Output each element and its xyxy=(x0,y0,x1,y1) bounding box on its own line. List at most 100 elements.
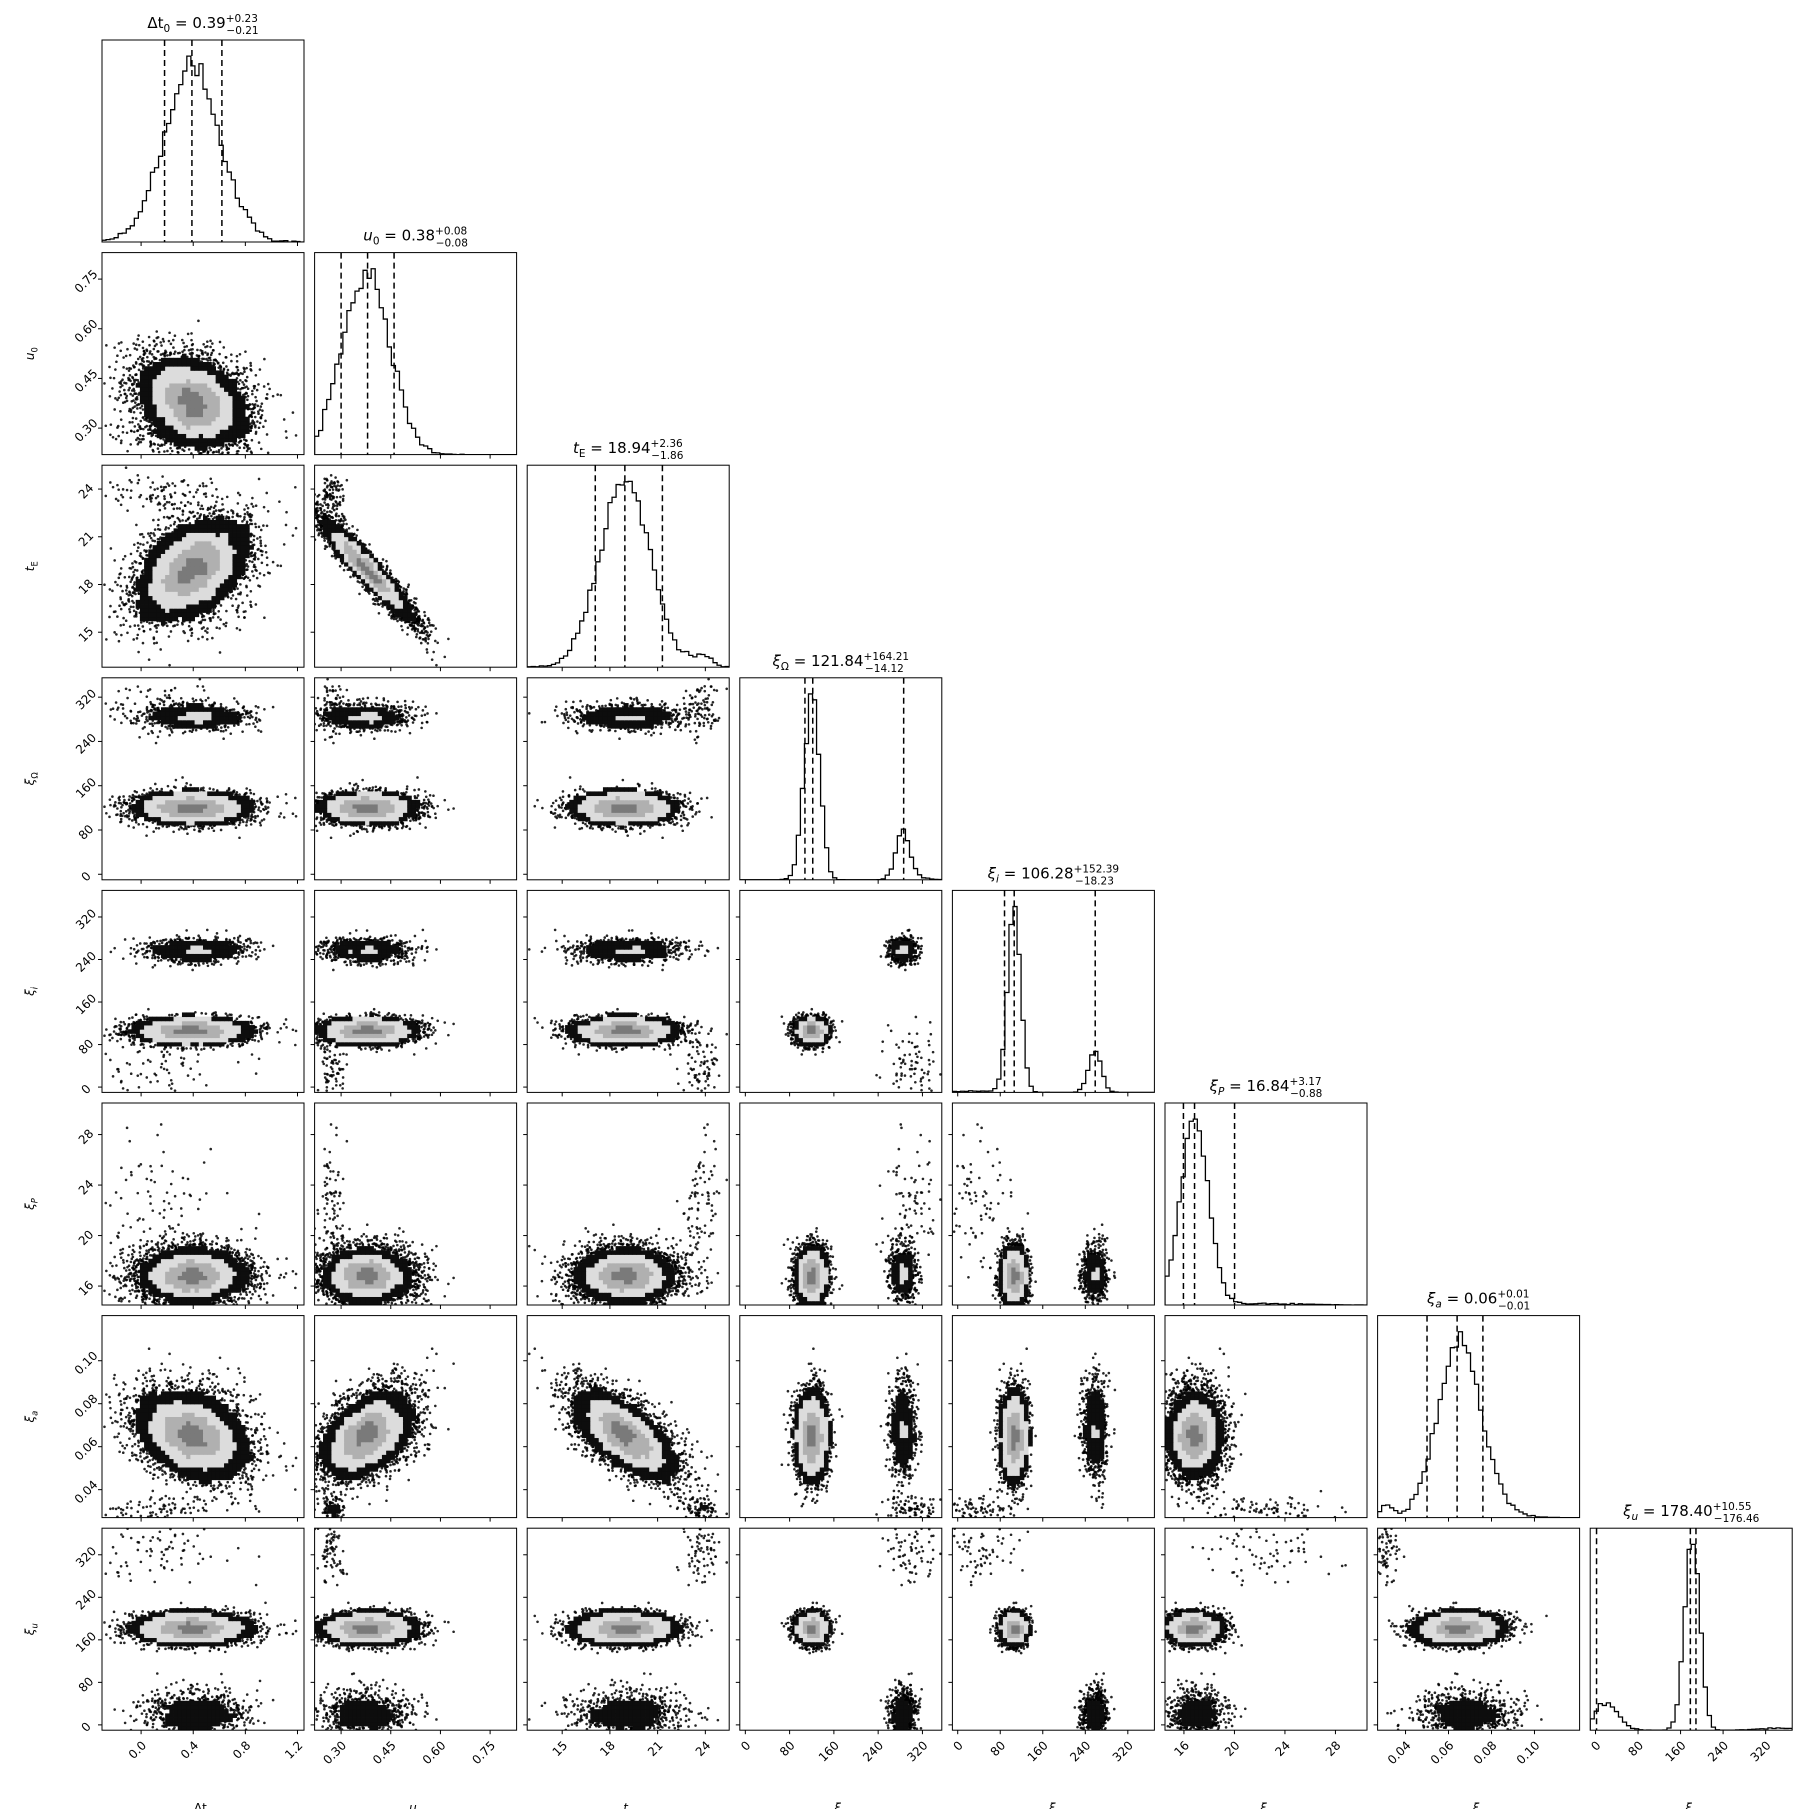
sample-point xyxy=(127,824,130,828)
density-cell xyxy=(348,540,353,546)
sample-point xyxy=(128,386,131,390)
sample-point xyxy=(172,346,175,349)
density-cell xyxy=(169,812,174,818)
density-cell xyxy=(148,391,153,397)
sample-point xyxy=(447,808,450,811)
sample-point xyxy=(413,608,416,612)
density-cell xyxy=(215,812,221,818)
sample-point xyxy=(374,597,378,600)
density-cell xyxy=(352,557,358,563)
sample-point xyxy=(122,623,125,627)
sample-point xyxy=(152,442,156,445)
sample-point xyxy=(415,796,419,800)
density-cell xyxy=(194,812,200,818)
sample-point xyxy=(127,575,131,579)
sample-point xyxy=(339,688,342,691)
sample-point xyxy=(282,816,286,819)
sample-point xyxy=(258,421,262,425)
density-cell xyxy=(348,719,353,725)
sample-point xyxy=(244,610,247,613)
sample-point xyxy=(279,812,283,815)
density-cell xyxy=(331,532,337,538)
density-cell xyxy=(165,583,170,588)
density-cell xyxy=(615,820,621,826)
sample-point xyxy=(319,503,322,506)
density-cell xyxy=(165,812,170,818)
density-cell xyxy=(177,791,183,797)
sample-point xyxy=(149,700,152,704)
density-cell xyxy=(365,812,370,818)
sample-point xyxy=(114,368,117,371)
sample-point xyxy=(703,700,706,704)
sample-point xyxy=(369,702,373,706)
density-cell xyxy=(377,583,383,588)
density-cell xyxy=(323,532,328,538)
sample-point xyxy=(570,706,573,709)
density-cell xyxy=(236,549,242,554)
density-cell xyxy=(139,616,145,622)
sample-point xyxy=(215,450,218,453)
density-cell xyxy=(224,812,229,818)
sample-point xyxy=(120,721,123,725)
density-cell xyxy=(194,391,200,397)
sample-point xyxy=(696,717,699,721)
density-cell xyxy=(411,808,416,813)
sample-point xyxy=(241,372,244,376)
density-cell xyxy=(139,395,145,401)
density-cell xyxy=(407,808,412,813)
sample-point xyxy=(160,724,164,728)
density-cell xyxy=(173,599,179,605)
sample-point xyxy=(132,387,135,391)
sample-point xyxy=(203,618,207,622)
sample-point xyxy=(636,782,640,786)
sample-point xyxy=(170,503,174,506)
density-cell xyxy=(232,553,238,559)
sample-point xyxy=(418,636,422,639)
density-cell xyxy=(156,587,162,592)
density-cell xyxy=(339,532,345,538)
density-cell xyxy=(232,383,238,388)
sample-point xyxy=(407,705,411,709)
sample-point xyxy=(138,438,141,441)
density-cell xyxy=(224,399,229,405)
density-cell xyxy=(369,799,374,805)
sample-point xyxy=(211,616,215,619)
sample-point xyxy=(120,805,123,809)
sample-point xyxy=(399,714,402,717)
density-cell xyxy=(148,608,153,613)
sample-point xyxy=(142,427,145,431)
density-cell xyxy=(181,583,187,588)
sample-point xyxy=(251,392,254,396)
sample-point xyxy=(145,359,149,363)
density-cell xyxy=(207,545,212,550)
density-cell xyxy=(139,591,145,597)
density-cell xyxy=(144,404,149,409)
sample-point xyxy=(334,732,338,735)
sample-point xyxy=(330,821,333,825)
sample-point xyxy=(234,372,238,376)
density-cell xyxy=(156,378,162,384)
sample-point xyxy=(447,637,450,641)
sample-point xyxy=(245,594,249,597)
density-cell xyxy=(165,370,170,376)
density-cell xyxy=(348,791,353,797)
density-cell xyxy=(224,420,229,426)
density-cell xyxy=(386,591,391,597)
density-cell xyxy=(348,545,353,550)
sample-point xyxy=(153,488,157,491)
density-cell xyxy=(373,707,379,712)
density-cell xyxy=(194,370,200,376)
density-cell xyxy=(190,820,195,826)
sample-point xyxy=(190,628,194,631)
density-cell xyxy=(211,566,217,571)
sample-point xyxy=(536,798,539,802)
sample-point xyxy=(626,834,630,837)
sample-point xyxy=(163,694,167,697)
sample-point xyxy=(396,723,400,726)
density-cell xyxy=(224,536,229,542)
density-cell xyxy=(219,441,225,447)
sample-point xyxy=(136,436,140,440)
density-cell xyxy=(344,553,349,559)
sample-point xyxy=(318,717,322,720)
density-cell xyxy=(160,433,166,439)
